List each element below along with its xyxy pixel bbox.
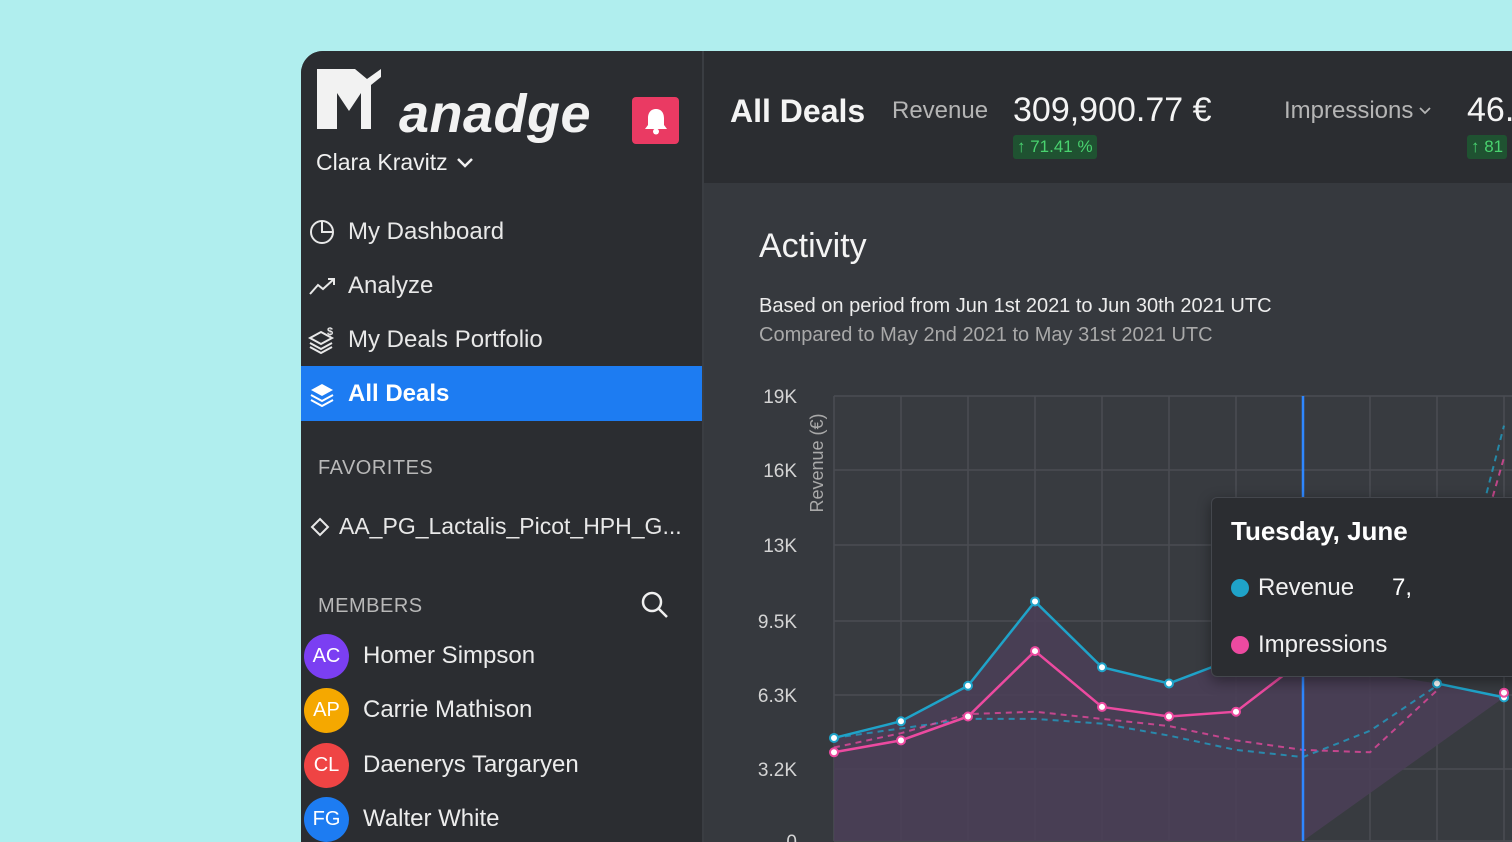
data-point (896, 735, 906, 746)
nav-label: All Deals (348, 379, 450, 407)
trend-icon (307, 271, 337, 301)
y-tick-label: 19K (763, 387, 797, 408)
search-icon (641, 591, 668, 618)
svg-text:$: $ (327, 326, 333, 338)
revenue-value: 309,900.77 € (1013, 91, 1212, 129)
data-point (1097, 662, 1107, 673)
y-tick-label: 16K (763, 461, 797, 482)
data-point (896, 716, 906, 727)
y-tick-label: 3.2K (758, 760, 797, 781)
user-name: Clara Kravitz (316, 149, 448, 175)
data-point (1030, 646, 1040, 657)
y-tick-label: 9.5K (758, 612, 797, 633)
data-point (1164, 711, 1174, 722)
tooltip-value: 7, (1392, 574, 1413, 601)
data-point (1432, 678, 1442, 689)
data-point (963, 680, 973, 691)
tooltip-row-impressions: Impressions (1231, 631, 1387, 659)
comparison-line (833, 425, 1505, 759)
member-item[interactable]: AP Carrie Mathison (304, 687, 532, 733)
favorite-label: AA_PG_Lactalis_Picot_HPH_G... (339, 513, 682, 539)
pie-chart-icon (307, 217, 337, 247)
logo[interactable]: anadge (315, 61, 591, 144)
data-point (829, 732, 839, 743)
revenue-label: Revenue (892, 97, 989, 124)
bell-icon (644, 108, 667, 134)
y-tick-label: 13K (763, 536, 797, 557)
activity-title: Activity (759, 227, 867, 265)
legend-dot (1231, 636, 1249, 654)
nav-label: My Dashboard (348, 217, 505, 245)
impressions-label: Impressions (1284, 97, 1414, 124)
notifications-button[interactable] (632, 97, 679, 144)
tooltip-label: Revenue (1258, 574, 1355, 601)
diamond-tag-icon (310, 517, 330, 536)
impressions-value: 46. (1467, 91, 1512, 129)
impressions-dropdown[interactable]: Impressions (1284, 97, 1432, 125)
member-item[interactable]: FG Walter White (304, 796, 499, 842)
tooltip-row-revenue: Revenue (1231, 574, 1354, 602)
nav-label: My Deals Portfolio (348, 325, 543, 353)
user-menu[interactable]: Clara Kravitz (316, 149, 474, 176)
data-point (1164, 678, 1174, 689)
data-point (1231, 706, 1241, 717)
y-tick-label: 6.3K (758, 686, 797, 707)
member-item[interactable]: CL Daenerys Targaryen (304, 742, 579, 788)
avatar: CL (304, 742, 349, 788)
y-axis-label: Revenue (€) (807, 413, 827, 512)
y-tick-label: 0 (786, 832, 797, 842)
avatar: AP (304, 687, 349, 733)
member-name: Carrie Mathison (363, 696, 533, 723)
tooltip-label: Impressions (1258, 631, 1388, 658)
nav-my-deals-portfolio[interactable]: $ My Deals Portfolio (301, 312, 702, 367)
avatar: FG (304, 796, 349, 842)
data-point (1030, 596, 1040, 607)
comparison-line (833, 457, 1505, 754)
favorites-title: FAVORITES (318, 457, 434, 479)
nav-my-dashboard[interactable]: My Dashboard (301, 204, 702, 259)
data-point (1097, 701, 1107, 712)
sidebar: anadge Clara Kravitz My Dashboard Analyz (301, 51, 704, 842)
chevron-down-icon (1419, 107, 1432, 115)
compared-text: Compared to May 2nd 2021 to May 31st 202… (759, 324, 1213, 346)
member-name: Walter White (363, 805, 500, 832)
favorite-item[interactable]: AA_PG_Lactalis_Picot_HPH_G... (309, 513, 682, 540)
brand-name: anadge (399, 84, 592, 144)
member-name: Daenerys Targaryen (363, 751, 579, 778)
member-search-button[interactable] (639, 589, 671, 621)
data-point (829, 747, 839, 758)
data-point (1499, 687, 1509, 698)
impressions-delta-badge: ↑ 81 (1467, 135, 1508, 159)
layers-icon (307, 379, 337, 409)
layers-dollar-icon: $ (307, 325, 337, 355)
members-title: MEMBERS (318, 595, 423, 617)
header-bar: All Deals Revenue 309,900.77 € ↑ 71.41 %… (704, 51, 1512, 183)
avatar: AC (304, 633, 349, 679)
nav-label: Analyze (348, 271, 434, 299)
data-point (963, 711, 973, 722)
chevron-down-icon (456, 157, 473, 168)
nav-all-deals[interactable]: All Deals (301, 366, 702, 421)
chart-tooltip: Tuesday, June Revenue 7, Impressions (1211, 497, 1512, 677)
nav-analyze[interactable]: Analyze (301, 258, 702, 313)
revenue-delta-badge: ↑ 71.41 % (1013, 135, 1097, 159)
member-item[interactable]: AC Homer Simpson (304, 633, 535, 679)
activity-chart[interactable]: 19K 16K 13K 9.5K 6.3K 3.2K 0 Revenue (€) (301, 51, 1512, 842)
tooltip-title: Tuesday, June (1231, 516, 1408, 546)
app-window: anadge Clara Kravitz My Dashboard Analyz (301, 51, 1512, 842)
legend-dot (1231, 579, 1249, 597)
page-title: All Deals (730, 93, 866, 129)
period-text: Based on period from Jun 1st 2021 to Jun… (759, 295, 1272, 317)
member-name: Homer Simpson (363, 642, 536, 669)
logo-mark-icon (317, 69, 381, 129)
